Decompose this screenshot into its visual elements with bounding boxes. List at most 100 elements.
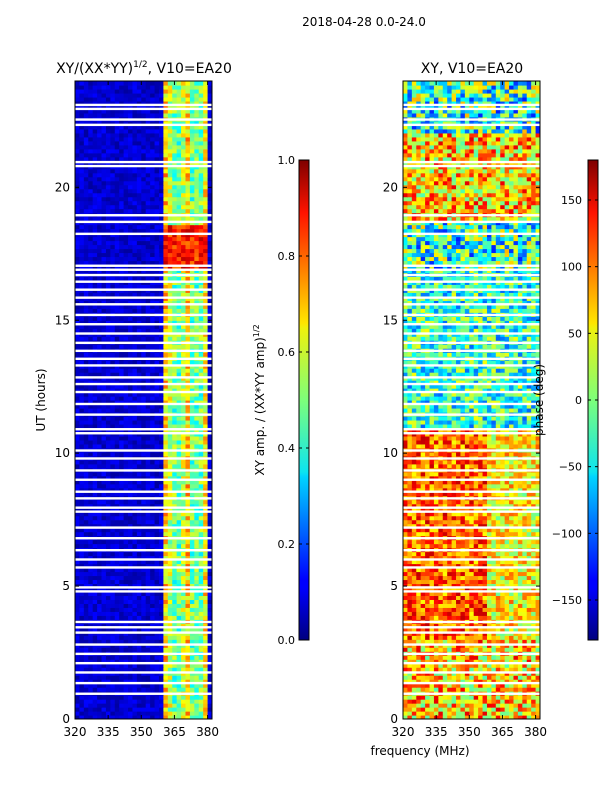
heatmap-cell xyxy=(83,384,89,389)
heatmap-cell xyxy=(83,559,89,565)
heatmap-cell xyxy=(181,527,187,533)
heatmap-cell xyxy=(97,320,103,325)
heatmap-cell xyxy=(128,260,134,266)
heatmap-cell xyxy=(163,579,169,585)
heatmap-cell xyxy=(88,316,94,321)
heatmap-cell xyxy=(132,196,138,202)
heatmap-cell xyxy=(75,260,81,266)
heatmap-cell xyxy=(132,587,138,592)
heatmap-cell xyxy=(136,276,142,281)
heatmap-cell xyxy=(88,120,94,126)
heatmap-cell xyxy=(75,563,81,569)
data-gap xyxy=(75,671,212,674)
heatmap-cell xyxy=(101,96,107,102)
heatmap-cell xyxy=(150,140,156,146)
heatmap-cell xyxy=(154,443,160,449)
heatmap-cell xyxy=(141,471,147,477)
heatmap-cell xyxy=(158,531,164,537)
heatmap-cell xyxy=(123,419,129,425)
heatmap-cell xyxy=(101,392,107,397)
heatmap-cell xyxy=(176,368,182,373)
heatmap-cell xyxy=(150,244,156,250)
heatmap-cell xyxy=(189,511,195,517)
heatmap-cell xyxy=(136,475,142,481)
heatmap-cell xyxy=(194,208,200,214)
heatmap-cell xyxy=(136,324,142,329)
heatmap-cell xyxy=(145,575,151,581)
data-gap xyxy=(75,692,212,695)
heatmap-cell xyxy=(198,551,204,557)
heatmap-cell xyxy=(194,583,200,589)
heatmap-cell xyxy=(172,392,178,397)
heatmap-cell xyxy=(114,156,120,162)
heatmap-cell xyxy=(185,136,191,142)
heatmap-cell xyxy=(83,647,89,652)
heatmap-cell xyxy=(163,108,169,114)
heatmap-cell xyxy=(167,84,173,90)
heatmap-cell xyxy=(198,308,204,313)
heatmap-cell xyxy=(97,459,103,465)
heatmap-cell xyxy=(141,647,147,652)
heatmap-cell xyxy=(79,184,85,190)
heatmap-cell xyxy=(189,555,195,561)
data-gap xyxy=(75,497,212,500)
heatmap-cell xyxy=(110,260,116,266)
heatmap-cell xyxy=(189,244,195,250)
heatmap-cell xyxy=(114,384,120,389)
heatmap-cell xyxy=(110,531,116,537)
heatmap-cell xyxy=(181,308,187,313)
heatmap-cell xyxy=(158,623,164,628)
heatmap-cell xyxy=(92,132,98,138)
heatmap-cell xyxy=(194,639,200,644)
heatmap-cell xyxy=(83,615,89,620)
heatmap-cell xyxy=(136,407,142,413)
heatmap-cell xyxy=(150,128,156,134)
heatmap-cell xyxy=(167,100,173,106)
data-gap xyxy=(75,661,212,665)
heatmap-cell xyxy=(79,575,85,581)
heatmap-cell xyxy=(114,627,120,632)
heatmap-cell xyxy=(154,284,160,289)
heatmap-cell xyxy=(105,491,111,497)
heatmap-cell xyxy=(88,655,94,660)
heatmap-cell xyxy=(176,132,182,138)
heatmap-cell xyxy=(154,499,160,505)
heatmap-cell xyxy=(83,344,89,349)
heatmap-cell xyxy=(163,92,169,98)
heatmap-cell xyxy=(114,244,120,250)
heatmap-cell xyxy=(114,388,120,393)
heatmap-cell xyxy=(167,527,173,533)
heatmap-cell xyxy=(145,639,151,644)
heatmap-cell xyxy=(136,419,142,425)
heatmap-cell xyxy=(150,380,156,385)
heatmap-cell xyxy=(123,192,129,198)
heatmap-cell xyxy=(167,284,173,289)
heatmap-cell xyxy=(75,208,81,214)
heatmap-cell xyxy=(145,571,151,577)
heatmap-cell xyxy=(128,715,134,719)
heatmap-cell xyxy=(88,292,94,297)
heatmap-cell xyxy=(132,344,138,349)
heatmap-cell xyxy=(88,675,94,680)
heatmap-cell xyxy=(185,328,191,333)
heatmap-cell xyxy=(79,148,85,154)
heatmap-cell xyxy=(167,551,173,557)
heatmap-cell xyxy=(79,459,85,465)
heatmap-cell xyxy=(110,256,116,262)
heatmap-cell xyxy=(145,527,151,533)
heatmap-cell xyxy=(176,284,182,289)
heatmap-cell xyxy=(189,124,195,130)
heatmap-cell xyxy=(141,324,147,329)
heatmap-cell xyxy=(119,567,125,573)
heatmap-cell xyxy=(136,659,142,664)
heatmap-cell xyxy=(198,595,204,600)
heatmap-cell xyxy=(110,336,116,341)
heatmap-cell xyxy=(105,475,111,481)
heatmap-cell xyxy=(189,579,195,585)
heatmap-cell xyxy=(158,687,164,692)
heatmap-cell xyxy=(150,639,156,644)
heatmap-cell xyxy=(194,180,200,186)
heatmap-cell xyxy=(176,595,182,600)
heatmap-cell xyxy=(119,603,125,608)
heatmap-cell xyxy=(203,228,209,234)
